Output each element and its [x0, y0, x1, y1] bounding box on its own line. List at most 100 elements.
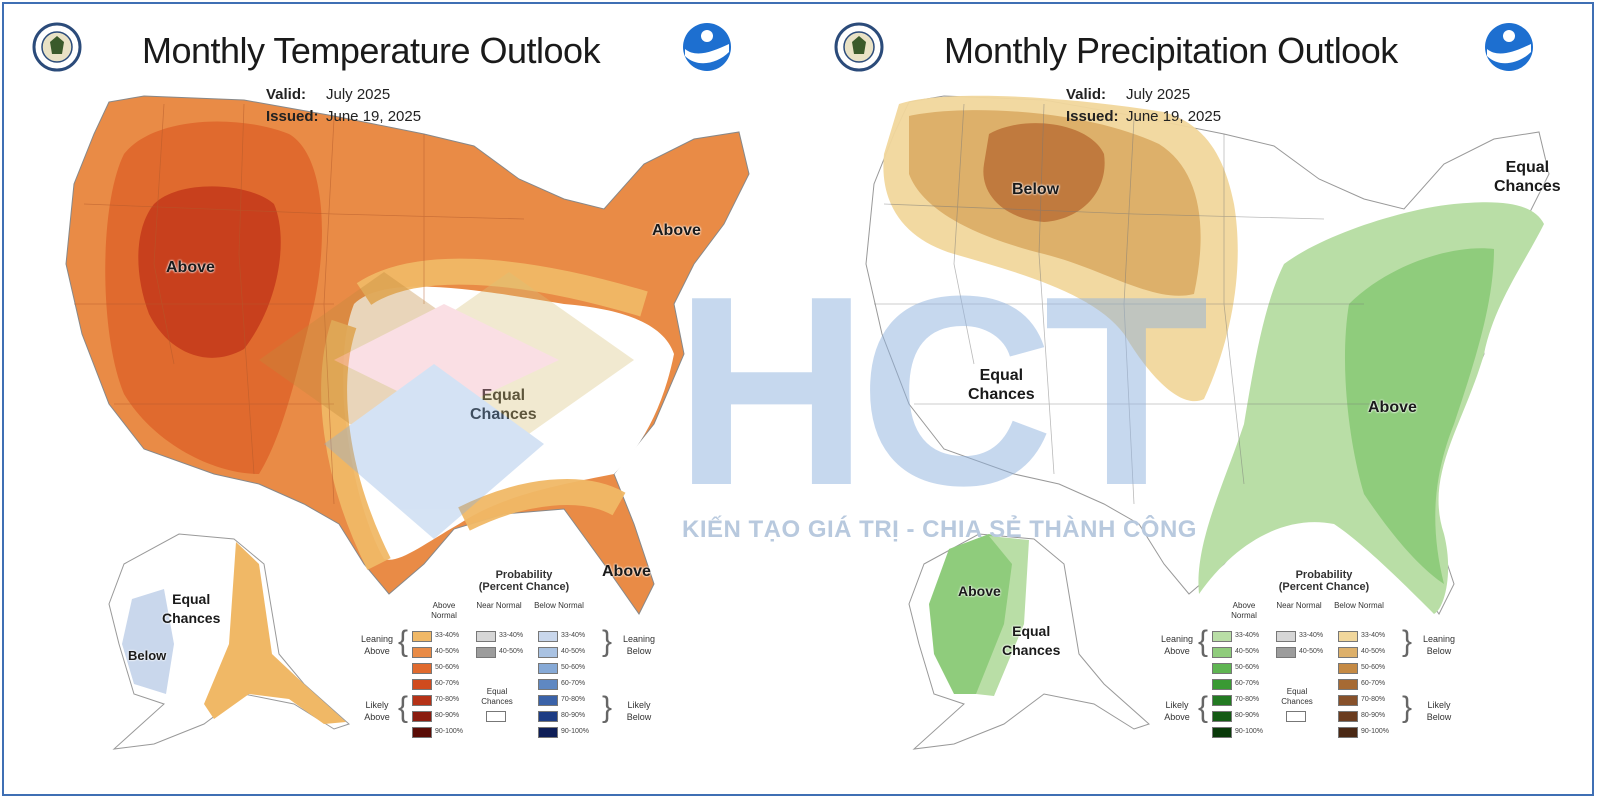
issued-label: Issued:	[266, 108, 319, 125]
valid-label: Valid:	[266, 86, 307, 103]
legend-brace-right-top: }	[602, 625, 613, 658]
legend-title: Probability (Percent Chance)	[478, 569, 570, 593]
legend-likely-below: Likely Below	[626, 700, 652, 722]
legend-range-above: 60-70%	[435, 680, 460, 687]
legend-range-below: 80-90%	[1361, 712, 1386, 719]
legend-swatch-equal	[486, 711, 506, 722]
legend-range-below: 70-80%	[561, 696, 586, 703]
legend-range-below: 33-40%	[1361, 632, 1386, 639]
legend-range-above: 40-50%	[1235, 648, 1260, 655]
legend-leaning-below: Leaning Below	[622, 634, 656, 656]
temperature-map	[65, 95, 750, 750]
legend-range-above: 80-90%	[1235, 712, 1260, 719]
legend-range-below: 50-60%	[561, 664, 586, 671]
legend-swatch-above	[1212, 647, 1232, 658]
legend-swatch-below	[538, 631, 558, 642]
precip-above-mid-zone	[1344, 248, 1494, 584]
precip-label-west-equal: Equal Chances	[968, 367, 1035, 403]
noaa-logo	[1484, 22, 1534, 72]
issued-value: June 19, 2025	[1126, 108, 1222, 125]
legend-swatch-above	[1212, 727, 1232, 738]
watermark-slogan: KIẾN TẠO GIÁ TRỊ - CHIA SẺ THÀNH CÔNG	[682, 516, 1197, 543]
legend-leaning-above: Leaning Above	[360, 634, 394, 656]
legend-swatch-above	[412, 727, 432, 738]
legend-range-above: 80-90%	[435, 712, 460, 719]
legend-swatch-below	[538, 647, 558, 658]
legend-leaning-above: Leaning Above	[1160, 634, 1194, 656]
legend-swatch-below	[538, 695, 558, 706]
legend-title: Probability (Percent Chance)	[1278, 569, 1370, 593]
legend-swatch-below	[1338, 727, 1358, 738]
temp-label-alaska-equal: Equal Chances	[162, 591, 221, 626]
temp-label-florida: Above	[602, 563, 651, 580]
legend-range-above: 70-80%	[435, 696, 460, 703]
legend-range-below: 40-50%	[1361, 648, 1386, 655]
legend-swatch-below	[1338, 695, 1358, 706]
precip-alaska-leaning-zone	[976, 536, 1029, 696]
legend-leaning-below: Leaning Below	[1422, 634, 1456, 656]
legend-range-below: 60-70%	[1361, 680, 1386, 687]
doc-seal-logo	[32, 22, 82, 72]
legend-range-above: 50-60%	[1235, 664, 1260, 671]
legend-range-below: 80-90%	[561, 712, 586, 719]
legend-range-above: 90-100%	[1235, 728, 1264, 735]
temperature-title: Monthly Temperature Outlook	[142, 30, 601, 71]
legend-range-above: 50-60%	[435, 664, 460, 671]
precip-label-alaska-equal: Equal Chances	[1002, 623, 1061, 658]
precip-alaska-above-zone	[929, 534, 1019, 694]
legend-range-near: 33-40%	[499, 632, 524, 639]
legend-swatch-below	[1338, 647, 1358, 658]
legend-swatch-above	[412, 695, 432, 706]
temp-label-alaska-below: Below	[128, 648, 167, 663]
noaa-logo	[682, 22, 732, 72]
legend-brace-left-bottom: {	[1198, 691, 1209, 724]
legend-range-above: 70-80%	[1235, 696, 1260, 703]
valid-value: July 2025	[1126, 86, 1191, 103]
legend-brace-right-bottom: }	[1402, 691, 1413, 724]
legend-swatch-below	[538, 711, 558, 722]
precipitation-map	[865, 95, 1550, 750]
legend-swatch-near	[1276, 647, 1296, 658]
legend-likely-below: Likely Below	[1426, 700, 1452, 722]
legend-col-above: Above Normal	[431, 601, 457, 620]
legend-range-below: 33-40%	[561, 632, 586, 639]
temp-equal-chances-area	[343, 286, 674, 560]
legend-swatch-above	[412, 663, 432, 674]
legend-swatch-below	[538, 679, 558, 690]
legend-range-above: 33-40%	[435, 632, 460, 639]
precipitation-panel: Monthly Precipitation Outlook Valid: July…	[804, 4, 1600, 794]
precip-label-alaska-above: Above	[958, 583, 1001, 599]
legend-equal-chances: Equal Chances	[1281, 687, 1313, 706]
legend-brace-left-bottom: {	[398, 691, 409, 724]
legend-swatch-below	[1338, 631, 1358, 642]
legend-col-below: Below Normal	[534, 601, 584, 610]
legend-swatch-below	[1338, 679, 1358, 690]
legend-range-below: 90-100%	[561, 728, 590, 735]
legend-col-near: Near Normal	[1276, 601, 1322, 610]
temperature-panel: Monthly Temperature Outlook Valid: July 2…	[4, 4, 804, 794]
legend-brace-left-top: {	[1198, 625, 1209, 658]
legend-brace-right-bottom: }	[602, 691, 613, 724]
legend-likely-above: Likely Above	[364, 700, 390, 722]
legend-brace-left-top: {	[398, 625, 409, 658]
legend-range-above: 40-50%	[435, 648, 460, 655]
legend-range-above: 33-40%	[1235, 632, 1260, 639]
precip-below-core-zone	[983, 123, 1105, 222]
legend-swatch-above	[412, 647, 432, 658]
legend-swatch-near	[1276, 631, 1296, 642]
legend-swatch-below	[1338, 711, 1358, 722]
legend-equal-chances: Equal Chances	[481, 687, 513, 706]
temperature-meta: Valid: July 2025 Issued: June 19, 2025	[266, 84, 421, 128]
legend-swatch-near	[476, 647, 496, 658]
legend-swatch-near	[476, 631, 496, 642]
legend-swatch-above	[412, 631, 432, 642]
legend-range-above: 60-70%	[1235, 680, 1260, 687]
temp-label-equal-chances: Equal Chances	[470, 387, 537, 423]
legend-range-below: 50-60%	[1361, 664, 1386, 671]
temperature-legend: Probability (Percent Chance) Above Normal N…	[354, 569, 679, 769]
precipitation-meta: Valid: July 2025 Issued: June 19, 2025	[1066, 84, 1221, 128]
legend-range-below: 90-100%	[1361, 728, 1390, 735]
temp-alaska-below-zone	[122, 589, 174, 694]
legend-swatch-above	[1212, 631, 1232, 642]
